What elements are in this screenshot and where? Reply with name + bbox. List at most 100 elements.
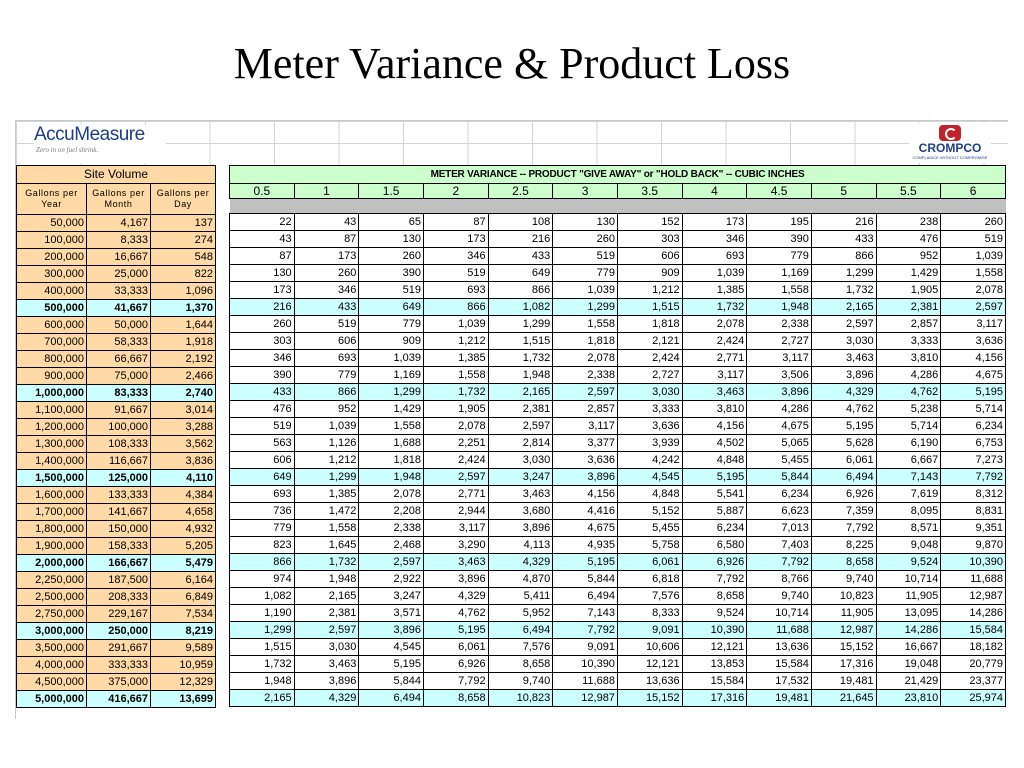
table-cell: 800,000	[16, 350, 87, 368]
table-cell: 1,082	[229, 587, 295, 605]
table-cell: 2,597	[487, 417, 554, 435]
table-cell: 1,299	[552, 298, 618, 316]
table-cell: 7,143	[552, 604, 618, 622]
accumeasure-logo: AccuMeasure Zero in on fuel shrink.	[34, 125, 166, 163]
table-cell: 2,165	[293, 587, 360, 605]
table-cell: 3,030	[293, 638, 360, 656]
table-row: 823 1,645 2,468 3,290 4,113 4,935 5,758 6,580 7,…	[229, 536, 1007, 554]
table-cell: 4,156	[681, 417, 748, 435]
table-cell: 23,810	[875, 689, 942, 707]
table-cell: 11,905	[875, 587, 942, 605]
table-cell: 8,095	[875, 502, 942, 520]
table-cell: 1,082	[487, 298, 554, 316]
table-cell: 87	[229, 247, 295, 265]
table-row: 736 1,472 2,208 2,944 3,680 4,416 5,152 5,887 6,…	[229, 502, 1007, 520]
spacer-row	[229, 198, 1006, 214]
table-cell: 137	[150, 214, 216, 232]
table-cell: 1,299	[810, 264, 877, 282]
table-cell: 3,810	[875, 349, 942, 367]
table-cell: 1,370	[150, 299, 216, 317]
table-cell: 1,558	[422, 366, 489, 384]
table-cell: 1,299	[293, 468, 360, 486]
table-row: 693 1,385 2,078 2,771 3,463 4,156 4,848 5,541 6,…	[229, 485, 1007, 503]
table-cell: 8,333	[616, 604, 683, 622]
table-cell: 7,576	[616, 587, 683, 605]
table-row: 216 433 649 866 1,082 1,299 1,515 1,732 1,948 2,1…	[229, 298, 1007, 316]
table-cell: 1,200,000	[16, 418, 87, 436]
table-cell: 1,558	[293, 519, 360, 537]
table-cell: 11,688	[940, 570, 1007, 588]
table-cell: 1,905	[422, 400, 489, 418]
table-cell: 6,926	[810, 485, 877, 503]
table-cell: 87	[422, 213, 489, 231]
table-cell: 822	[150, 265, 216, 283]
table-cell: 1,212	[293, 451, 360, 469]
table-row: 1,100,000 91,667 3,014	[16, 401, 216, 419]
table-cell: 4,329	[422, 587, 489, 605]
table-cell: 5,844	[552, 570, 618, 588]
table-cell: 150,000	[86, 520, 151, 538]
table-cell: 1,039	[552, 281, 618, 299]
table-row: 1,000,000 83,333 2,740	[16, 384, 216, 402]
table-cell: 5,714	[940, 400, 1007, 418]
table-cell: 17,532	[746, 672, 812, 690]
table-cell: 1,299	[229, 621, 295, 639]
table-cell: 4,848	[616, 485, 683, 503]
table-row: 563 1,126 1,688 2,251 2,814 3,377 3,939 4,502 5,…	[229, 434, 1007, 452]
table-cell: 260	[358, 247, 424, 265]
table-cell: 2,165	[229, 689, 295, 707]
table-cell: 416,667	[86, 690, 151, 708]
table-cell: 4,500,000	[16, 673, 87, 691]
table-row: 866 1,732 2,597 3,463 4,329 5,195 6,061 6,926 7,…	[229, 553, 1007, 571]
table-cell: 216	[487, 230, 554, 248]
table-cell: 21,645	[810, 689, 877, 707]
table-cell: 1,400,000	[16, 452, 87, 470]
table-cell: 3,939	[616, 434, 683, 452]
variance-header: 2	[422, 183, 489, 199]
table-cell: 779	[746, 247, 812, 265]
table-row: 87 173 260 346 433 519 606 693 779 866 952 1,039	[229, 247, 1007, 265]
table-cell: 10,714	[746, 604, 812, 622]
table-cell: 2,597	[422, 468, 489, 486]
table-cell: 116,667	[86, 452, 151, 470]
table-cell: 1,190	[229, 604, 295, 622]
table-cell: 2,424	[616, 349, 683, 367]
table-cell: 7,534	[150, 605, 216, 623]
table-cell: 1,558	[746, 281, 812, 299]
table-row: 476 952 1,429 1,905 2,381 2,857 3,333 3,810 4,28…	[229, 400, 1007, 418]
table-cell: 6,234	[940, 417, 1007, 435]
table-cell: 5,195	[810, 417, 877, 435]
table-cell: 3,896	[810, 366, 877, 384]
table-cell: 433	[229, 383, 295, 401]
table-cell: 12,121	[616, 655, 683, 673]
table-cell: 208,333	[86, 588, 151, 606]
column-header: Gallons per Day	[150, 183, 216, 215]
table-cell: 3,030	[616, 383, 683, 401]
table-cell: 166,667	[86, 554, 151, 572]
table-row: 100,000 8,333 274	[16, 231, 216, 249]
meter-variance-title-row: METER VARIANCE -- PRODUCT "GIVE AWAY" or…	[228, 165, 1007, 184]
table-cell: 7,792	[746, 553, 812, 571]
table-cell: 1,732	[422, 383, 489, 401]
table-cell: 3,896	[487, 519, 554, 537]
table-cell: 866	[810, 247, 877, 265]
table-cell: 11,905	[810, 604, 877, 622]
table-cell: 3,117	[746, 349, 812, 367]
table-cell: 7,619	[875, 485, 942, 503]
table-cell: 866	[293, 383, 360, 401]
table-cell: 6,494	[810, 468, 877, 486]
table-row: 700,000 58,333 1,918	[16, 333, 216, 351]
table-cell: 1,700,000	[16, 503, 87, 521]
table-cell: 12,329	[150, 673, 216, 691]
table-cell: 2,381	[293, 604, 360, 622]
table-cell: 250,000	[86, 622, 151, 640]
table-cell: 9,589	[150, 639, 216, 657]
variance-header: 1.5	[358, 183, 424, 199]
table-cell: 3,896	[293, 672, 360, 690]
table-cell: 22	[229, 213, 295, 231]
table-row: 2,250,000 187,500 6,164	[16, 571, 216, 589]
table-cell: 1,948	[746, 298, 812, 316]
table-cell: 476	[229, 400, 295, 418]
table-row: 260 519 779 1,039 1,299 1,558 1,818 2,078 2,338 2…	[229, 315, 1007, 333]
table-cell: 779	[552, 264, 618, 282]
